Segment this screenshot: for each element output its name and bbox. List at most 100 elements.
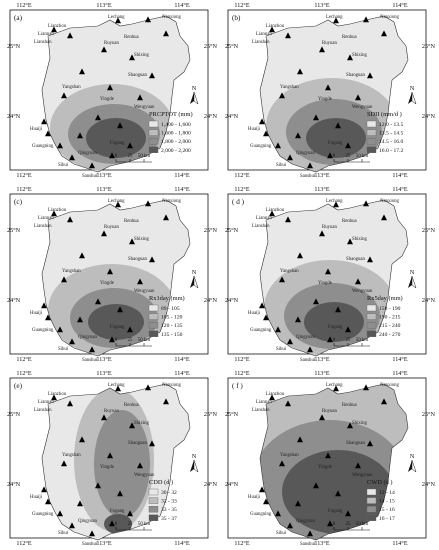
city-label: Lianzhou [266, 24, 285, 29]
legend-label: 14 - 15 [379, 499, 395, 505]
station-marker [313, 114, 319, 121]
latitude-label-right: 25°N [204, 43, 218, 50]
city-label: Lianshan [252, 408, 270, 413]
city-label: Qingyuan [78, 519, 98, 524]
station-marker [347, 54, 353, 61]
city-label: Yingde [318, 281, 332, 286]
station-marker [69, 154, 75, 161]
city-label: Guangning [250, 144, 272, 149]
station-marker [69, 338, 75, 345]
station-marker [363, 16, 369, 23]
legend-swatch [148, 304, 159, 312]
legend-swatch [366, 497, 377, 504]
legend-swatch [366, 146, 377, 154]
station-marker [263, 498, 269, 505]
longitude-label-bottom: 113°E [96, 356, 112, 363]
station-marker [333, 201, 339, 208]
longitude-label-top: 113°E [96, 370, 112, 377]
station-marker [67, 32, 73, 39]
station-marker [295, 500, 301, 507]
station-marker [297, 68, 303, 75]
latitude-label-right: 25°N [204, 411, 218, 418]
station-marker [129, 238, 135, 245]
city-label: Qingyuan [296, 335, 316, 340]
legend: Rx1day (mm) 89 - 105 105 - 120 120 - 135 135… [148, 295, 185, 338]
legend-label: 33 - 35 [161, 507, 177, 513]
station-marker [109, 152, 115, 159]
city-label: Yangshan [280, 453, 299, 458]
legend-swatch [366, 137, 377, 145]
longitude-label-top: 112°E [16, 370, 32, 377]
station-marker [95, 482, 101, 489]
legend-label: 240 - 270 [379, 332, 401, 338]
station-marker [295, 132, 301, 139]
legend-swatch [148, 514, 159, 522]
station-marker [51, 26, 57, 33]
svg-text:50 km: 50 km [138, 338, 150, 343]
longitude-label-bottom: 114°E [392, 356, 408, 363]
legend-label: 1,400 - 1,600 [161, 122, 191, 128]
latitude-label-right: 24°N [204, 297, 218, 304]
station-marker [269, 210, 275, 217]
station-marker [109, 336, 115, 343]
city-label: Liannan [38, 400, 54, 405]
city-label: Sanshui [82, 542, 98, 547]
scale-bar: 0 25 50 km [115, 338, 152, 347]
station-marker [345, 142, 351, 149]
city-label: Yingde [100, 97, 114, 102]
map-svg: 112°E 112°E 113°E 113°E 114°E 114°E 25°N 25°N 24… [225, 186, 436, 363]
station-marker [145, 384, 151, 391]
station-marker [307, 346, 313, 353]
legend-title: CWD (d ) [367, 479, 393, 486]
legend-swatch [148, 313, 159, 320]
station-marker [307, 530, 313, 537]
panel-tag: (c) [14, 198, 23, 206]
city-label: Shixing [352, 421, 368, 426]
station-marker [115, 17, 121, 24]
station-marker [145, 16, 151, 23]
latitude-label-left: 24°N [7, 113, 21, 120]
station-marker [295, 316, 301, 323]
city-label: Yingde [318, 97, 332, 102]
city-label: Qingyuan [296, 519, 316, 524]
longitude-label-bottom: 114°E [174, 356, 190, 363]
station-marker [117, 306, 123, 313]
legend-title: Rx5day (mm) [367, 295, 403, 302]
station-marker [327, 520, 333, 527]
station-marker [285, 400, 291, 407]
station-marker [145, 200, 151, 207]
city-label: Nanxiong [162, 199, 182, 204]
station-marker [355, 462, 361, 469]
city-label: Lianzhou [266, 208, 285, 213]
north-arrow-icon: N [408, 85, 417, 105]
longitude-label-bottom: 113°E [314, 172, 330, 179]
legend-swatch [148, 505, 159, 513]
longitude-label-bottom: 112°E [16, 540, 32, 547]
station-marker [367, 256, 373, 263]
svg-text:0: 0 [115, 154, 118, 159]
svg-text:0: 0 [333, 154, 336, 159]
latitude-label-left: 25°N [7, 227, 21, 234]
latitude-label-left: 24°N [7, 297, 21, 304]
legend-swatch [148, 497, 159, 504]
longitude-label-top: 113°E [314, 370, 330, 377]
station-marker [163, 398, 169, 405]
city-label: Lianzhou [48, 392, 67, 397]
city-label: Huaiji [248, 311, 261, 316]
city-label: Lechang [326, 15, 343, 20]
legend-swatch [366, 120, 377, 128]
latitude-label-left: 25°N [225, 43, 239, 50]
city-label: Shaoguan [128, 441, 148, 446]
latitude-label-left: 24°N [225, 297, 239, 304]
scale-bar: 0 25 50 km [333, 338, 370, 347]
city-label: Liannan [38, 216, 54, 221]
legend-swatch [148, 488, 159, 496]
station-marker [285, 32, 291, 39]
station-marker [149, 256, 155, 263]
zone-contour [94, 410, 150, 518]
city-label: Shixing [134, 237, 150, 242]
legend-label: 135 - 150 [161, 332, 183, 338]
city-label: Lechang [326, 199, 343, 204]
longitude-label-top: 112°E [16, 2, 32, 9]
station-marker [137, 94, 143, 101]
